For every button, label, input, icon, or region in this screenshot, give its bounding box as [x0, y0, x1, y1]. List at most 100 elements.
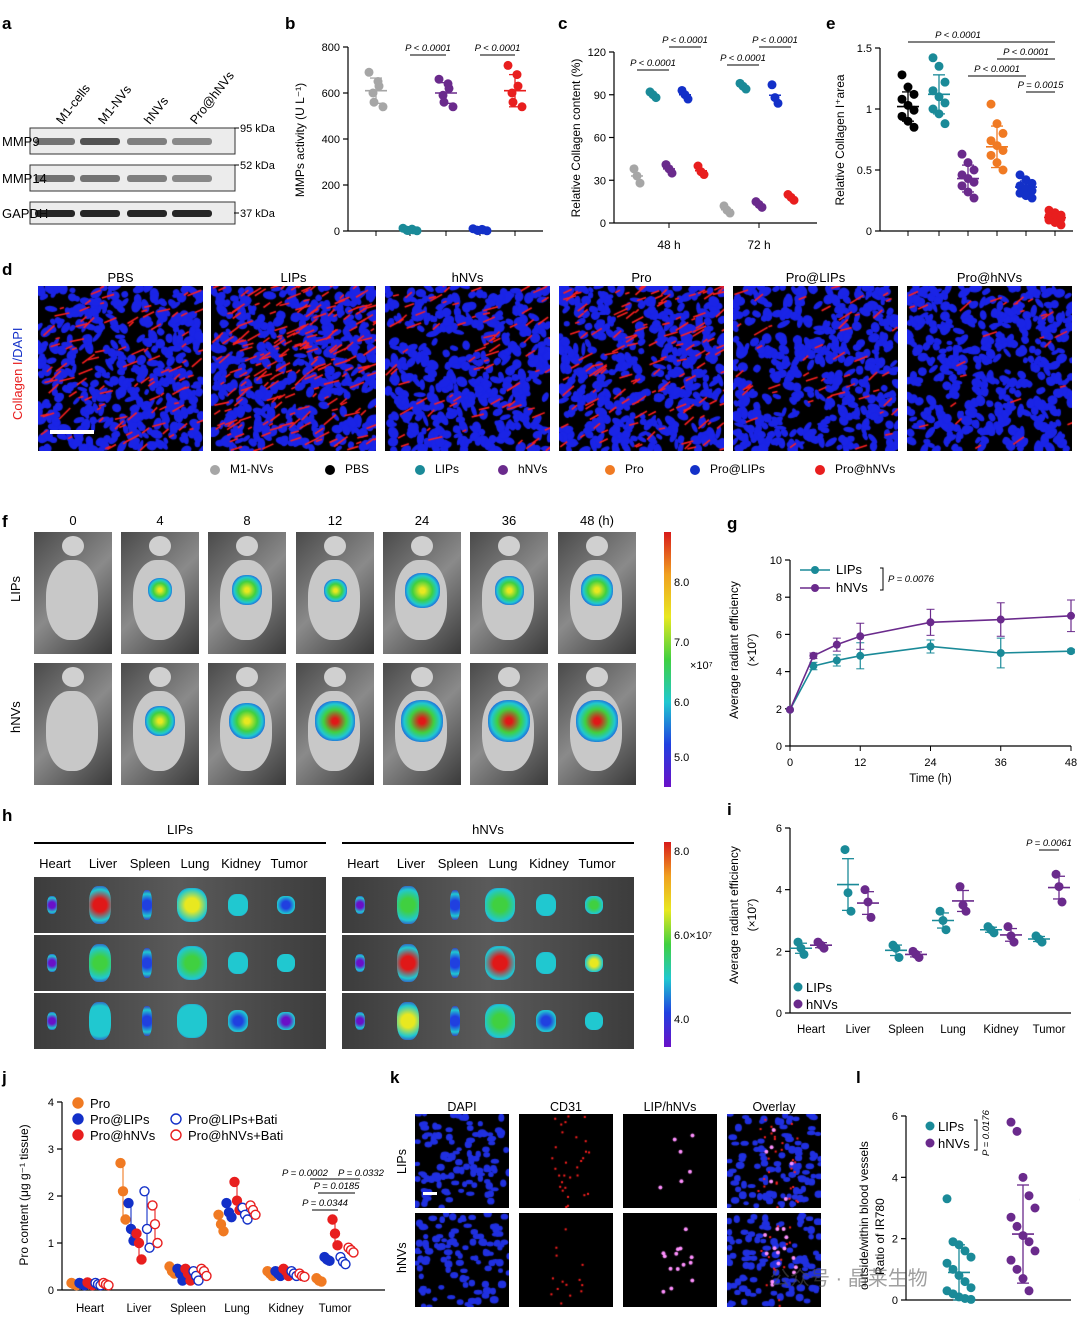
- organ-signal: [450, 948, 460, 978]
- fluorescence-signal: [228, 702, 266, 740]
- y-tick-label: 2: [48, 1191, 54, 1203]
- y-tick-label: 8: [776, 592, 782, 604]
- blot-band: [172, 138, 212, 145]
- data-point: [969, 177, 979, 187]
- data-point: [928, 53, 938, 63]
- organ-signal: [228, 894, 248, 916]
- d-title-2: hNVs: [451, 270, 484, 285]
- p-value-label: P = 0.0344: [302, 1198, 348, 1209]
- y-tick-label: 6: [776, 629, 782, 641]
- chart-l: 0 2 4 6 outside/within blood vessels Ratio of…: [857, 1109, 1071, 1307]
- if-image: [385, 286, 550, 451]
- mouse-head: [498, 536, 520, 556]
- x-tick-label: Kidney: [983, 1024, 1018, 1036]
- mw-marker: 95 kDa: [240, 123, 276, 135]
- fluorescence-signal: [147, 577, 173, 603]
- data-point: [131, 1228, 142, 1239]
- data-point: [938, 916, 948, 925]
- blot-band: [80, 210, 120, 217]
- data-point: [1006, 1255, 1016, 1265]
- x-tick-label: Liver: [846, 1024, 871, 1036]
- k-image: [519, 1213, 613, 1307]
- blot-row-label: GAPDH: [2, 206, 48, 221]
- data-point: [955, 882, 965, 892]
- mouse-head: [62, 667, 84, 687]
- organ-signal: [228, 952, 248, 974]
- data-point: [340, 1258, 351, 1270]
- mouse-head: [149, 536, 171, 556]
- mouse-head: [62, 536, 84, 556]
- mouse-head: [324, 536, 346, 556]
- f-time-label: 24: [414, 513, 430, 528]
- chart-i: 0 2 4 6 Heart Liver Spleen Lung Kidney Tumor Avera…: [727, 823, 1072, 1036]
- data-point: [139, 1186, 150, 1197]
- data-point: [403, 226, 413, 236]
- organ-signal: [177, 946, 207, 980]
- y-tick-label: 0: [334, 226, 340, 238]
- data-point: [928, 86, 938, 96]
- data-point: [725, 208, 735, 218]
- data-point: [897, 70, 907, 80]
- data-point: [935, 906, 945, 916]
- p-value-label: P = 0.0332: [338, 1168, 385, 1179]
- k-canvas: [519, 1114, 613, 1208]
- organ-signal: [47, 896, 57, 914]
- data-point: [941, 925, 951, 935]
- ivis-image: [470, 663, 548, 785]
- data-point: [364, 67, 374, 77]
- data-point: [957, 181, 967, 191]
- data-point: [1015, 170, 1025, 180]
- legend-label: Pro@hNVs: [90, 1128, 156, 1143]
- organ-signal: [536, 1010, 556, 1032]
- data-point: [136, 1254, 147, 1265]
- data-point: [1067, 611, 1075, 620]
- p-value-label: P < 0.0001: [1003, 47, 1049, 58]
- ivis-image: [34, 532, 112, 654]
- data-point: [963, 158, 973, 168]
- y-tick-label: 6: [892, 1111, 898, 1123]
- data-point: [934, 61, 944, 71]
- ivis-image: [383, 663, 461, 785]
- organ-signal: [89, 944, 111, 982]
- y-tick-label: 400: [322, 134, 340, 146]
- organ-signal: [585, 896, 603, 914]
- if-canvas: [385, 286, 550, 451]
- colorbar-tick: 6.0×10⁷: [674, 930, 712, 942]
- mouse-head: [411, 536, 433, 556]
- h-organ-label: Heart: [347, 856, 379, 871]
- y-tick-label: 800: [322, 42, 340, 54]
- legend-marker: [925, 1121, 935, 1131]
- legend-marker: [811, 566, 819, 574]
- fluorescence-signal: [581, 574, 613, 606]
- p-value-label: P < 0.0001: [752, 35, 798, 46]
- data-point: [986, 136, 996, 146]
- colorbar-tick: 4.0: [674, 1014, 690, 1026]
- legend-label: hNVs: [806, 997, 838, 1012]
- data-point: [940, 98, 950, 108]
- k-column-title: CD31: [550, 1100, 582, 1114]
- data-point: [903, 82, 913, 92]
- mouse-body: [46, 691, 98, 771]
- data-point: [149, 1218, 161, 1230]
- if-canvas: [733, 286, 898, 451]
- y-tick-label: 0: [48, 1285, 54, 1297]
- k-column-title: LIP/hNVs: [643, 1100, 697, 1114]
- x-tick-label: 48: [1065, 757, 1077, 769]
- data-point: [963, 187, 973, 197]
- organ-signal: [142, 948, 152, 978]
- data-point: [667, 168, 677, 178]
- organ-signal: [485, 946, 515, 980]
- organ-signal: [485, 1004, 515, 1038]
- f-colorbar-unit: ×10⁷: [690, 660, 713, 672]
- data-point: [934, 109, 944, 119]
- y-axis-label: Ratio of IR780: [873, 1198, 887, 1275]
- data-point: [954, 1270, 964, 1280]
- data-point: [926, 642, 935, 651]
- y-tick-label: 10: [770, 555, 782, 567]
- data-point: [632, 171, 642, 181]
- data-point: [1030, 1246, 1040, 1256]
- mouse-head: [236, 667, 258, 687]
- data-point: [909, 122, 919, 132]
- data-point: [903, 100, 913, 110]
- legend-swatch: [498, 465, 508, 475]
